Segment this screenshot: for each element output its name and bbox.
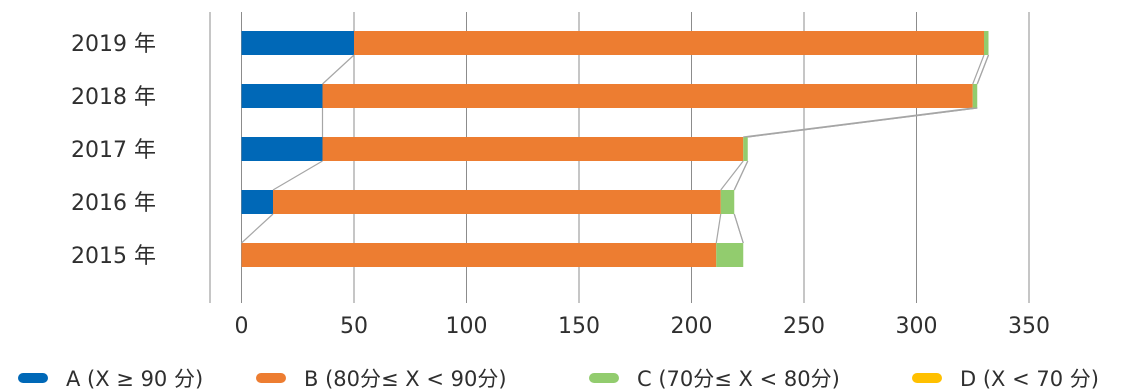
series-connector-1-0 xyxy=(972,54,985,85)
legend-swatch-0 xyxy=(18,373,48,383)
series-connector-3-0 xyxy=(976,54,990,85)
series-connector-3-3 xyxy=(733,213,744,244)
legend-label-1: B (80分≤ X < 90分) xyxy=(304,367,507,389)
bar-segment-1-2 xyxy=(322,137,744,161)
bar-segment-2-1 xyxy=(972,84,978,108)
series-connector-0-3 xyxy=(241,213,274,244)
legend-swatch-1 xyxy=(256,373,286,383)
bar-segment-2-4 xyxy=(716,243,744,267)
bar-segment-2-3 xyxy=(720,190,735,214)
category-label-0: 2019 年 xyxy=(71,32,156,57)
category-label-2: 2017 年 xyxy=(71,138,156,163)
category-label-3: 2016 年 xyxy=(71,191,156,216)
x-tick-label-300: 300 xyxy=(896,314,938,339)
bar-segment-0-3 xyxy=(241,190,273,214)
legend-label-3: D (X < 70 分) xyxy=(960,367,1099,389)
bar-segment-1-3 xyxy=(273,190,721,214)
x-tick-label-150: 150 xyxy=(558,314,600,339)
legend-label-0: A (X ≥ 90 分) xyxy=(66,367,203,389)
series-connector-3-1 xyxy=(747,107,978,138)
x-tick-label-100: 100 xyxy=(446,314,488,339)
series-connector-1-2 xyxy=(720,160,744,191)
x-tick-label-200: 200 xyxy=(671,314,713,339)
bar-segment-2-0 xyxy=(984,31,989,55)
bar-segment-2-2 xyxy=(743,137,748,161)
bar-segment-1-0 xyxy=(354,31,984,55)
x-tick-label-350: 350 xyxy=(1008,314,1050,339)
bar-segment-1-1 xyxy=(322,84,973,108)
category-label-1: 2018 年 xyxy=(71,85,156,110)
x-tick-label-250: 250 xyxy=(783,314,825,339)
bar-segment-0-2 xyxy=(241,137,323,161)
series-connector-0-0 xyxy=(322,54,355,85)
bar-segment-0-0 xyxy=(241,31,354,55)
category-label-4: 2015 年 xyxy=(71,244,156,269)
bar-segment-0-1 xyxy=(241,84,323,108)
x-tick-label-50: 50 xyxy=(340,314,368,339)
x-tick-label-0: 0 xyxy=(235,314,249,339)
series-connector-0-2 xyxy=(272,160,323,191)
series-connector-3-2 xyxy=(733,160,749,191)
bar-segment-1-4 xyxy=(241,243,717,267)
legend-label-2: C (70分≤ X < 80分) xyxy=(637,367,840,389)
series-connector-1-3 xyxy=(715,213,722,244)
legend-swatch-2 xyxy=(589,373,619,383)
legend-swatch-3 xyxy=(912,373,942,383)
